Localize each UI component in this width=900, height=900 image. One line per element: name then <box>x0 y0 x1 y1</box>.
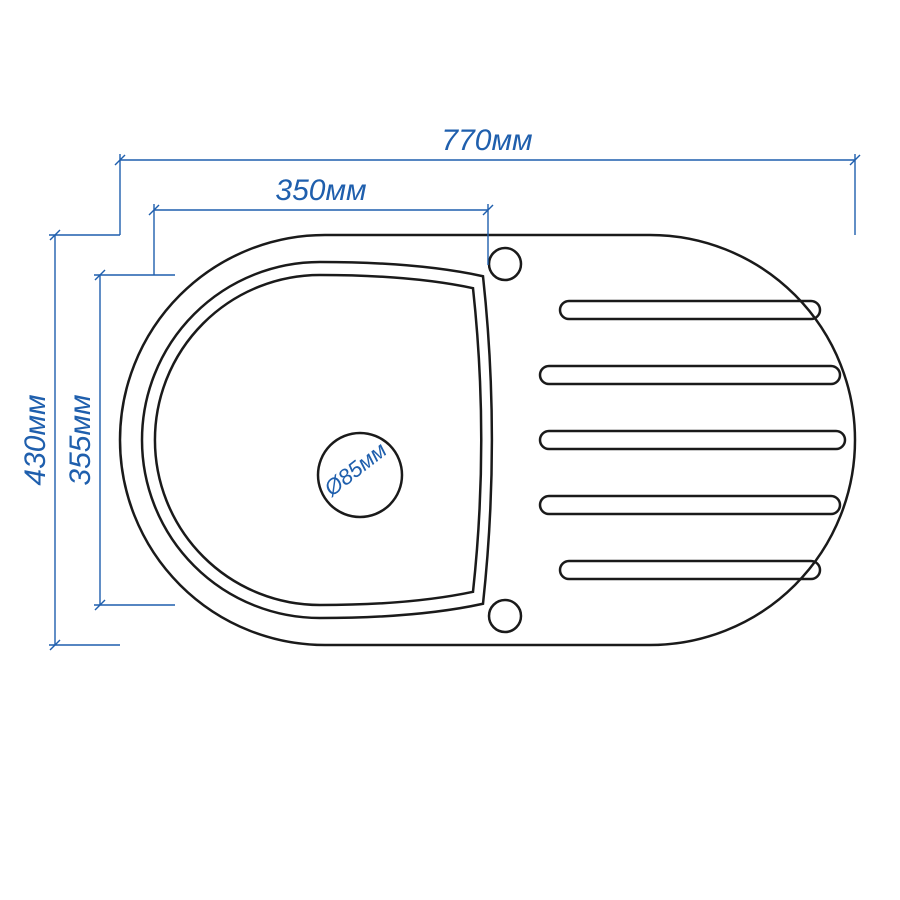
drainboard-groove <box>540 431 845 449</box>
drainboard-groove <box>560 301 820 319</box>
dim-label-350: 350мм <box>275 174 366 207</box>
bowl-inner <box>155 275 481 605</box>
drainboard-groove <box>540 496 840 514</box>
bowl-outer <box>142 262 492 618</box>
tap-hole-bottom <box>489 600 521 632</box>
tap-hole-top <box>489 248 521 280</box>
drainboard-groove <box>560 561 820 579</box>
sink-outer-outline <box>120 235 855 645</box>
dim-label-355: 355мм <box>64 394 97 485</box>
drainboard-groove <box>540 366 840 384</box>
dim-label-770: 770мм <box>441 124 532 157</box>
dim-label-430: 430мм <box>19 394 52 485</box>
sink-technical-drawing: 770мм350мм430мм355ммØ85мм <box>0 0 900 900</box>
